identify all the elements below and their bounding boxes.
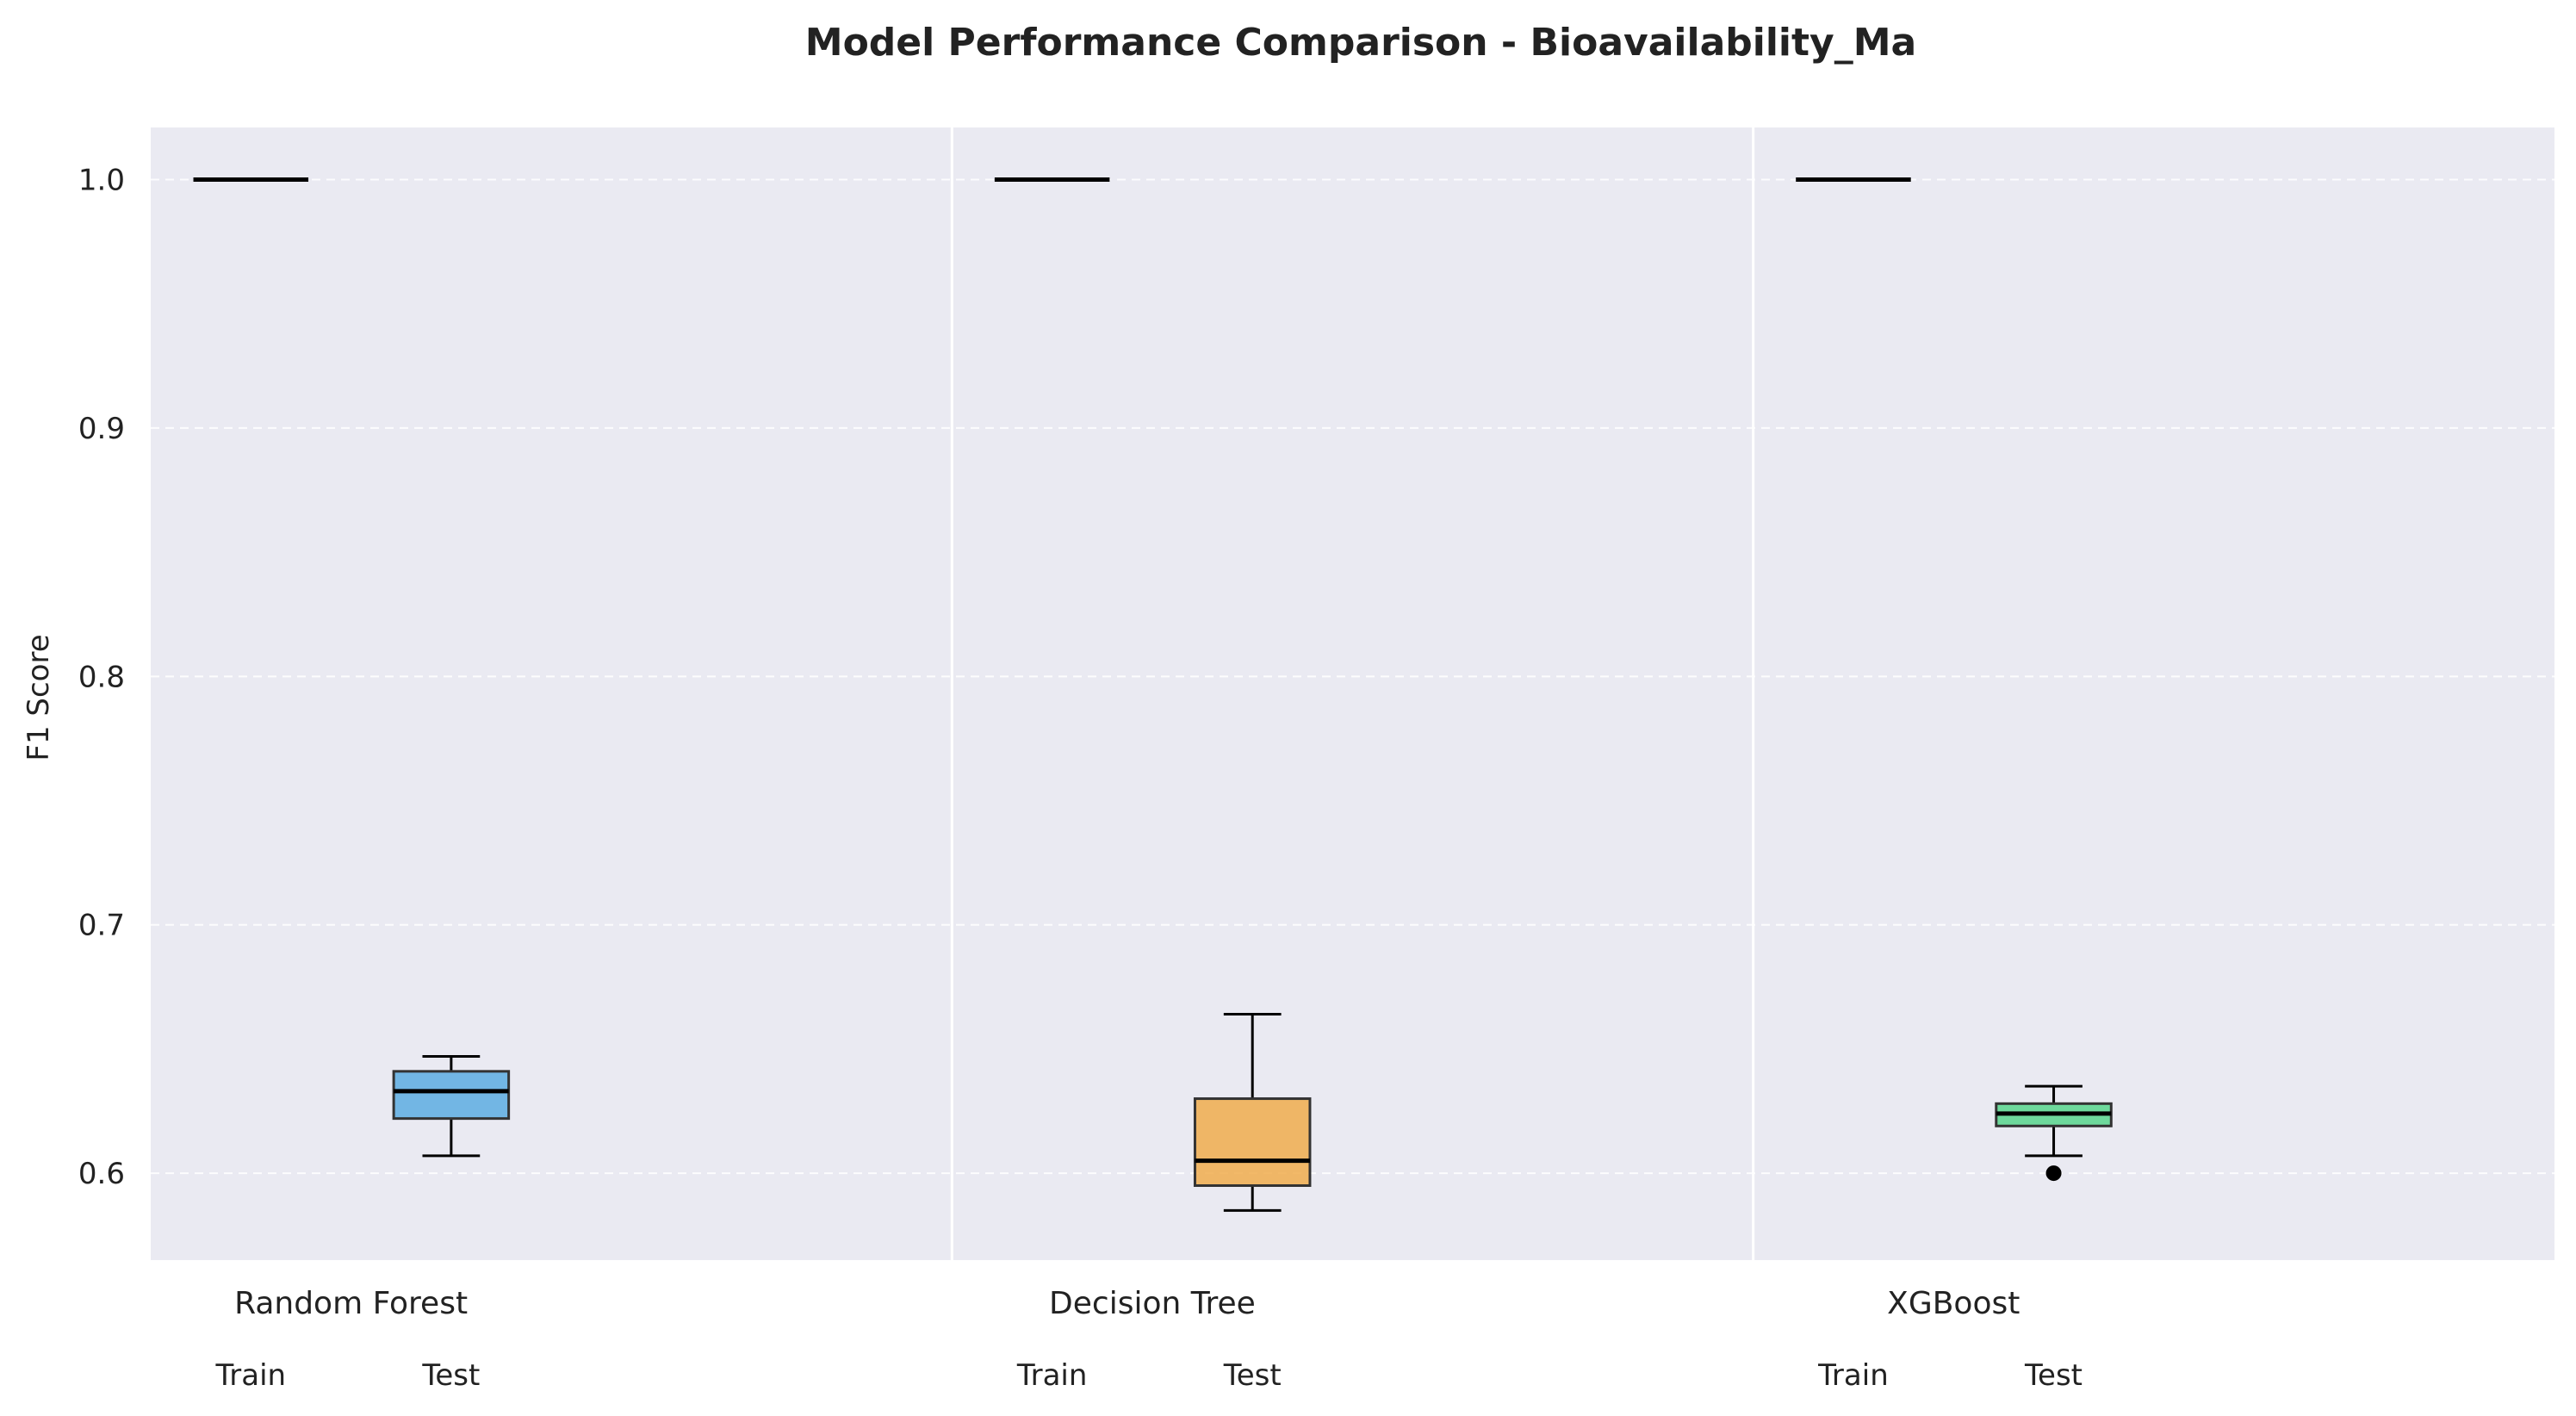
box-layer	[193, 177, 2113, 1212]
y-tick-label: 1.0	[78, 164, 125, 198]
train-label: Train	[1016, 1358, 1088, 1393]
test-box	[1193, 1013, 1312, 1212]
plot-area	[151, 127, 2554, 1260]
test-box	[1995, 1084, 2113, 1182]
y-tick-label: 0.7	[78, 909, 125, 943]
train-label: Train	[214, 1358, 286, 1393]
model-label: Decision Tree	[1049, 1286, 1256, 1321]
grid-layer	[151, 127, 2554, 1260]
chart-title: Model Performance Comparison - Bioavaila…	[805, 21, 1916, 65]
test-label: Test	[421, 1358, 480, 1393]
x-labels: Random Forest Train Test Decision Tree Train…	[214, 1286, 2083, 1393]
model-label: Random Forest	[234, 1286, 468, 1321]
box-iqr	[392, 1070, 511, 1121]
y-axis-label: F1 Score	[22, 634, 56, 761]
y-tick-label: 0.8	[78, 660, 125, 694]
test-label: Test	[2024, 1358, 2083, 1393]
model-label: XGBoost	[1887, 1286, 2020, 1321]
y-tick-label: 0.6	[78, 1157, 125, 1191]
test-label: Test	[1223, 1358, 1282, 1393]
y-tick-label: 0.9	[78, 412, 125, 446]
train-label: Train	[1817, 1358, 1889, 1393]
outlier-point	[2045, 1165, 2062, 1182]
y-tick-labels: 0.6 0.7 0.8 0.9 1.0	[78, 164, 125, 1192]
box-iqr	[1193, 1097, 1312, 1187]
test-box	[392, 1055, 511, 1158]
